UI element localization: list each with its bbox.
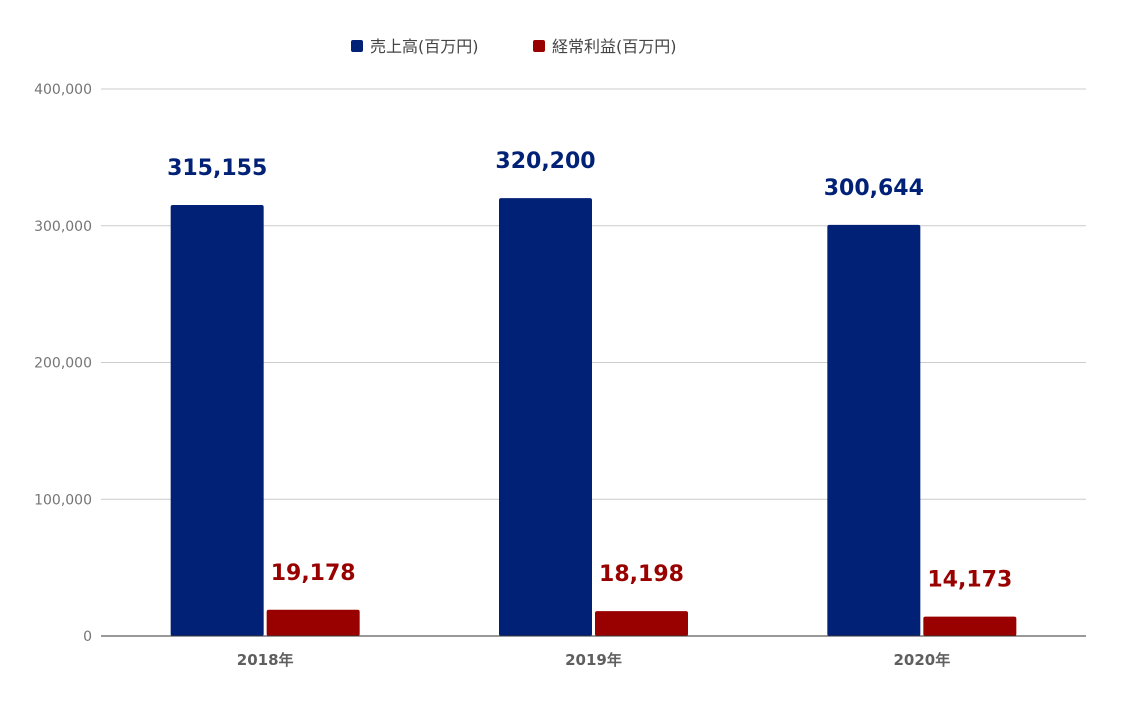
data-label: 315,155: [167, 156, 267, 181]
data-label: 320,200: [495, 149, 595, 174]
bar: [499, 198, 592, 636]
bar: [923, 616, 1017, 636]
legend-swatch: [351, 40, 363, 52]
data-label: 300,644: [824, 176, 924, 201]
x-tick-label: 2020年: [893, 651, 950, 669]
y-tick-label: 0: [83, 629, 92, 645]
bar: [595, 611, 688, 636]
bar: [170, 205, 264, 636]
y-tick-label: 100,000: [34, 492, 92, 508]
data-label: 18,198: [599, 562, 684, 587]
bar: [827, 224, 921, 636]
bar: [266, 609, 360, 636]
data-label: 14,173: [927, 568, 1012, 593]
y-tick-label: 400,000: [34, 82, 92, 98]
y-tick-label: 300,000: [34, 219, 92, 235]
legend-label: 売上高(百万円): [370, 37, 479, 56]
x-tick-label: 2018年: [237, 651, 294, 669]
legend-swatch: [533, 40, 545, 52]
y-tick-label: 200,000: [34, 356, 92, 372]
data-label: 19,178: [271, 561, 356, 586]
legend-label: 経常利益(百万円): [552, 37, 677, 56]
x-tick-label: 2019年: [565, 651, 622, 669]
